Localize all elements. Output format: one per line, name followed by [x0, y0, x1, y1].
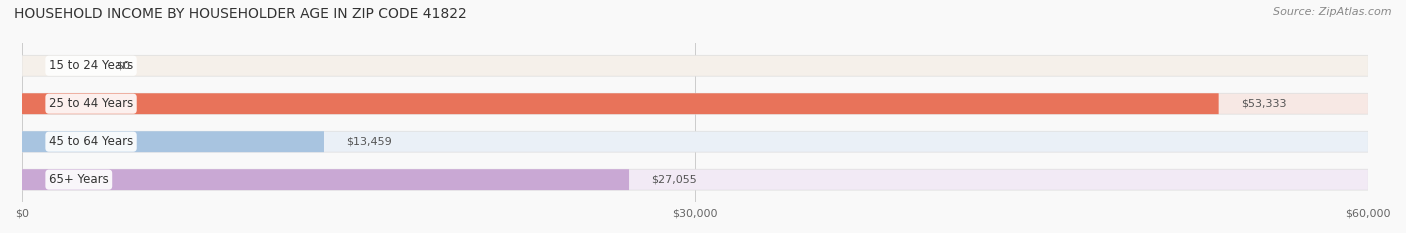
FancyBboxPatch shape	[22, 131, 323, 152]
Text: 25 to 44 Years: 25 to 44 Years	[49, 97, 134, 110]
FancyBboxPatch shape	[22, 93, 1368, 114]
Text: $0: $0	[117, 61, 131, 71]
Text: $53,333: $53,333	[1241, 99, 1286, 109]
FancyBboxPatch shape	[22, 131, 1368, 152]
Text: 65+ Years: 65+ Years	[49, 173, 108, 186]
Text: 15 to 24 Years: 15 to 24 Years	[49, 59, 134, 72]
Text: $27,055: $27,055	[651, 175, 697, 185]
FancyBboxPatch shape	[22, 93, 1219, 114]
FancyBboxPatch shape	[22, 55, 1368, 76]
Text: $13,459: $13,459	[346, 137, 392, 147]
FancyBboxPatch shape	[22, 169, 1368, 190]
FancyBboxPatch shape	[22, 169, 628, 190]
Text: Source: ZipAtlas.com: Source: ZipAtlas.com	[1274, 7, 1392, 17]
Text: 45 to 64 Years: 45 to 64 Years	[49, 135, 134, 148]
Text: HOUSEHOLD INCOME BY HOUSEHOLDER AGE IN ZIP CODE 41822: HOUSEHOLD INCOME BY HOUSEHOLDER AGE IN Z…	[14, 7, 467, 21]
